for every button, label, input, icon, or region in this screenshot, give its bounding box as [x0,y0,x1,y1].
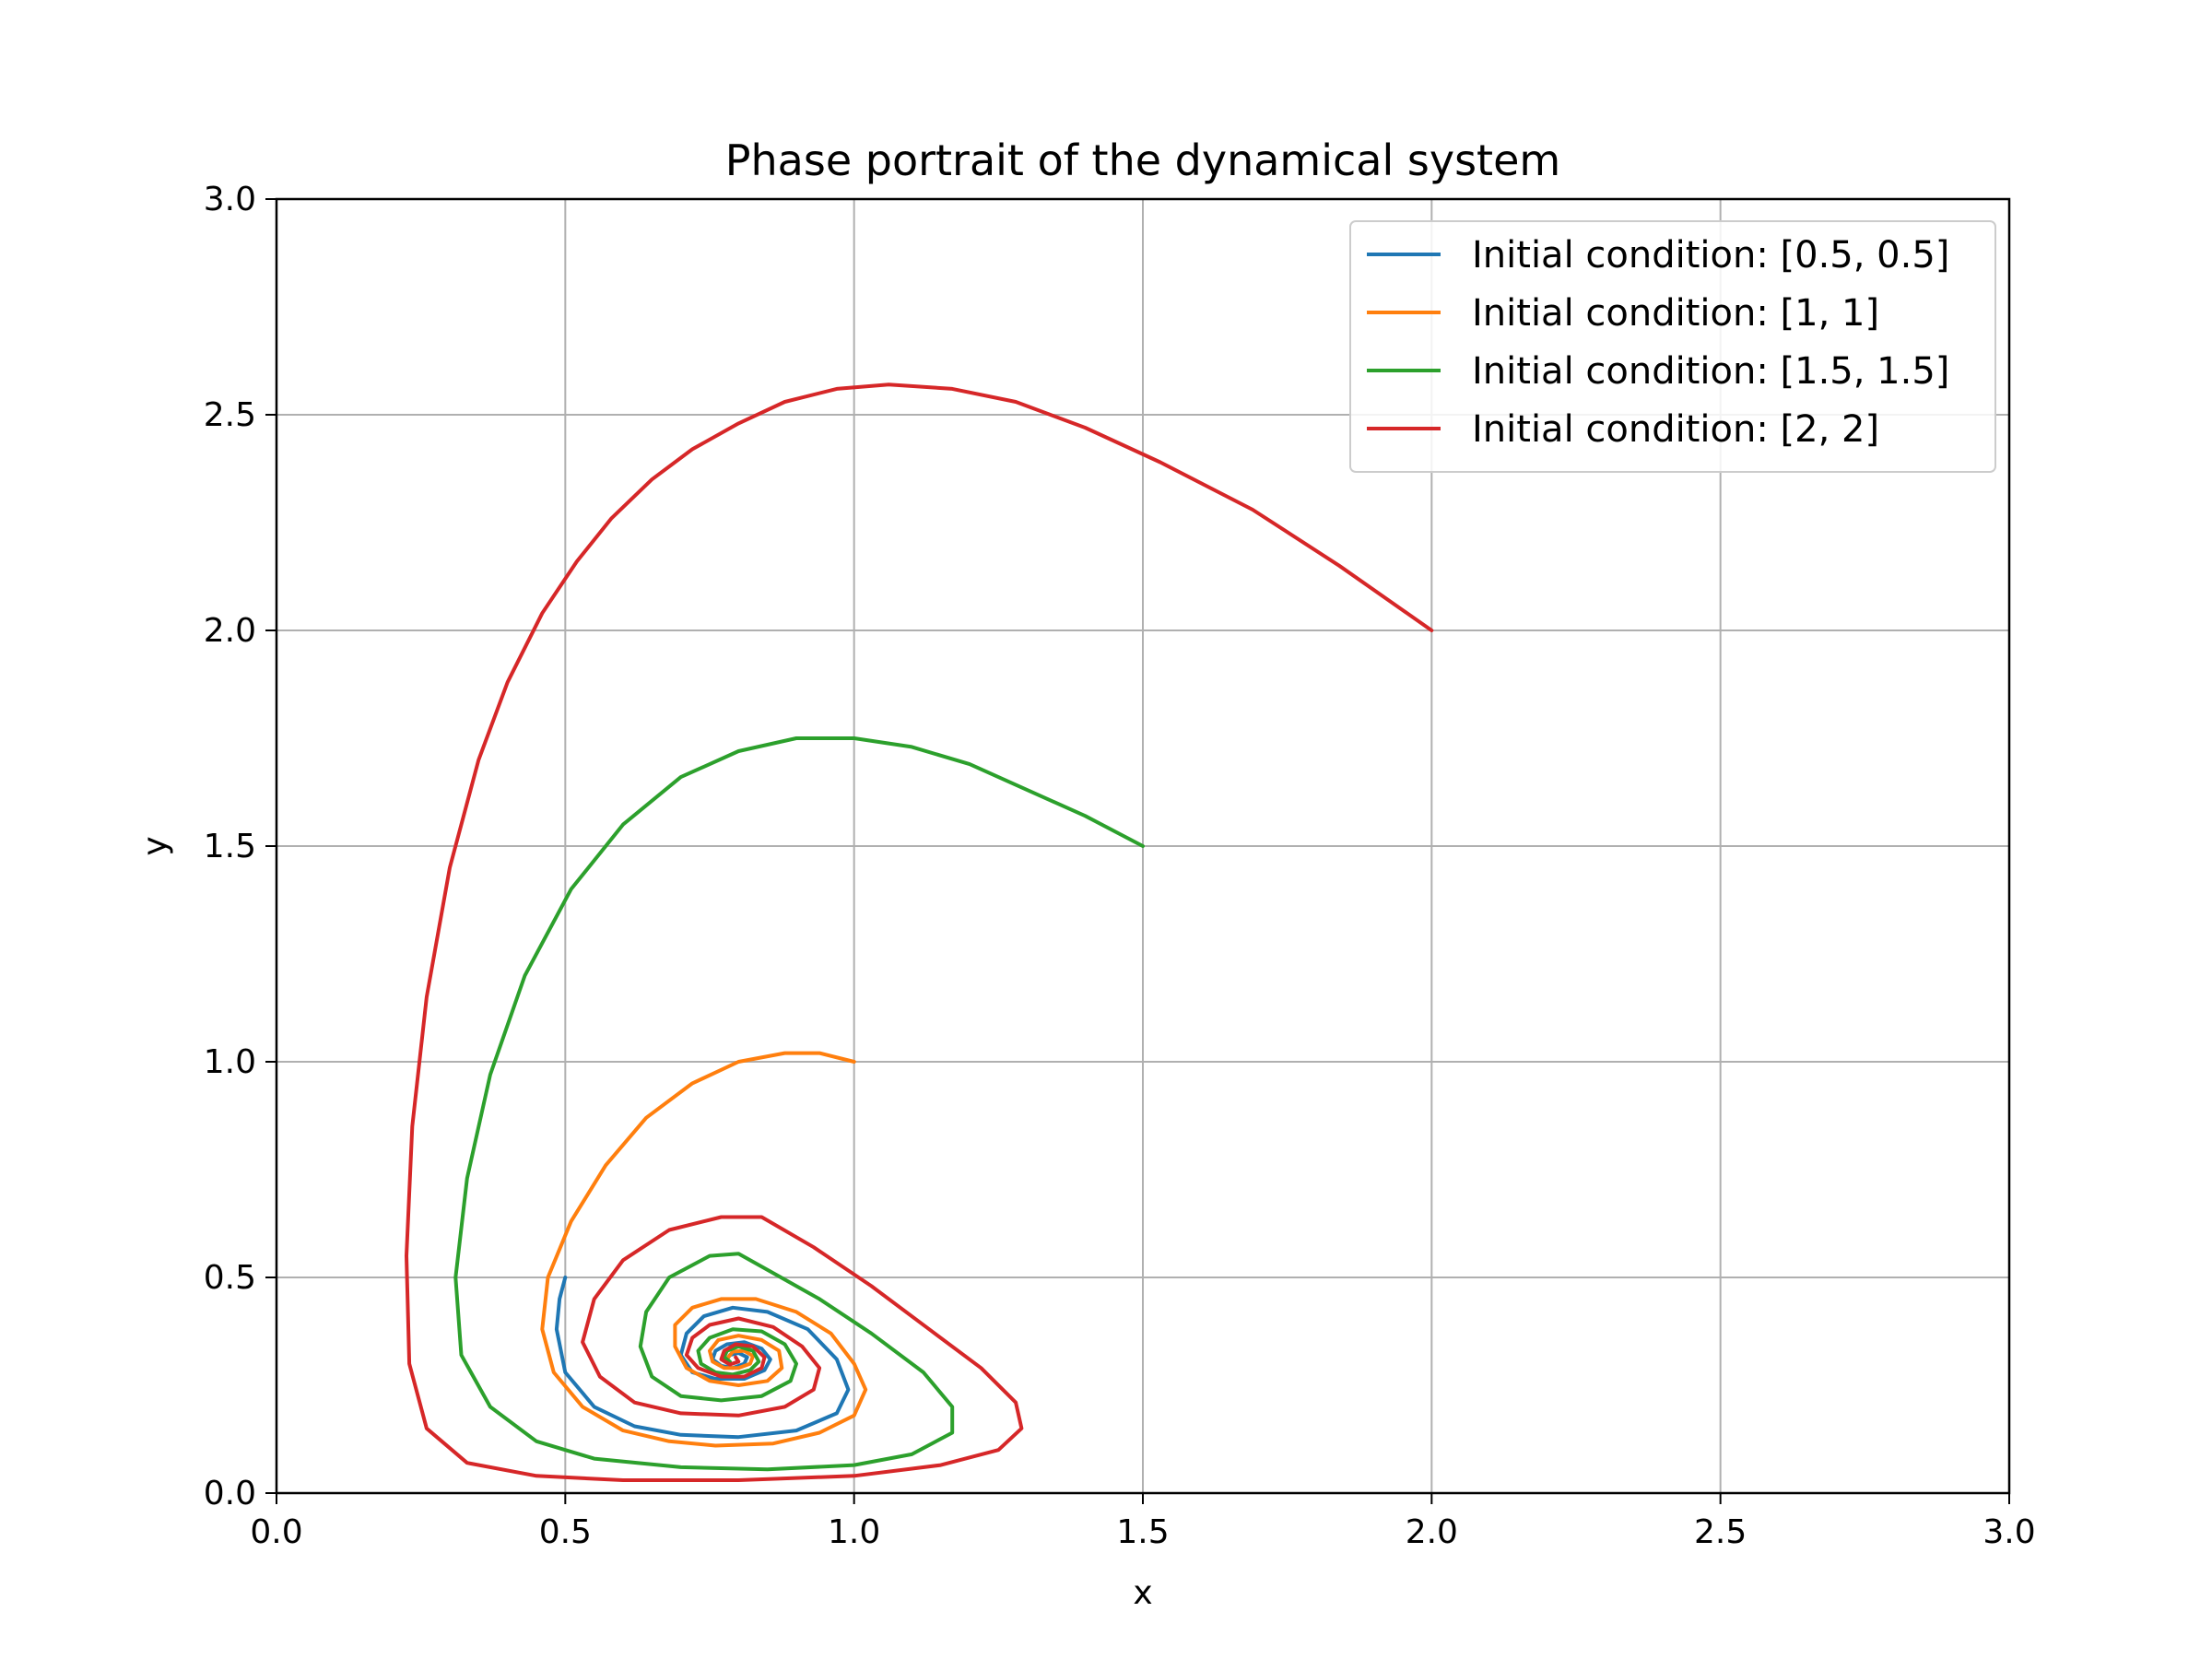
axis-ticks: 0.0 0.5 1.0 1.5 2.0 2.5 3.0 0.0 0.5 1.0 1.5 2.0 2.5 3… [204,181,2036,1551]
legend-entry-3: Initial condition: [1.5, 1.5] [1472,350,1949,393]
y-tick-label: 3.0 [204,181,256,218]
x-tick-label: 1.0 [828,1513,880,1551]
chart-title: Phase portrait of the dynamical system [725,135,1560,185]
legend-entry-4: Initial condition: [2, 2] [1472,408,1879,451]
y-tick-label: 1.0 [204,1043,256,1081]
y-tick-label: 2.0 [204,612,256,650]
series-line-3 [453,736,1145,1472]
y-tick-label: 0.0 [204,1475,256,1512]
series-line-2 [540,1051,868,1448]
y-axis-label: y [136,836,174,855]
x-axis-label: x [1133,1574,1152,1612]
x-tick-label: 1.5 [1116,1513,1169,1551]
legend-entry-1: Initial condition: [0.5, 0.5] [1472,234,1949,276]
legend: Initial condition: [0.5, 0.5] Initial con… [1349,220,1996,473]
y-tick-label: 0.5 [204,1259,256,1297]
x-tick-label: 2.5 [1694,1513,1747,1551]
x-tick-label: 2.0 [1406,1513,1458,1551]
x-tick-label: 3.0 [1983,1513,2035,1551]
legend-entry-2: Initial condition: [1, 1] [1472,292,1879,335]
series-line-4 [405,382,1434,1482]
x-tick-label: 0.5 [539,1513,592,1551]
x-tick-label: 0.0 [250,1513,302,1551]
legend-box [1349,220,1996,473]
y-tick-label: 1.5 [204,828,256,865]
y-tick-label: 2.5 [204,396,256,434]
series-lines [405,382,1434,1482]
